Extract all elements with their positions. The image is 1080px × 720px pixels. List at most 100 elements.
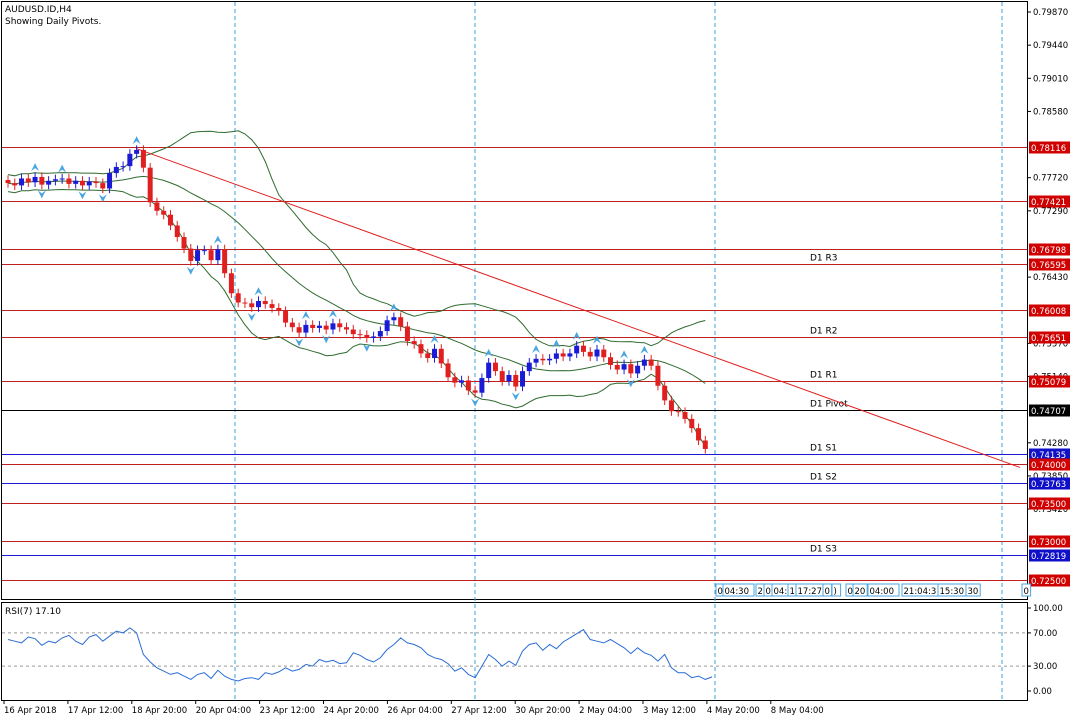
time-scale-strip: 0 04:30 2 0 04: 1 17:27 0) 0 20 04:00 21:04:3 15:30 3… [715,583,1032,597]
candle-body [689,418,695,429]
fractal-down-arrow [295,338,304,347]
candle-body [161,210,167,215]
level-value-text: 0.78116 [1031,144,1066,154]
level-value-text: 0.72500 [1031,577,1066,587]
rsi-tick-label: 70.00 [1033,629,1057,639]
fractal-down-arrow [247,312,256,321]
candle-body [289,322,295,328]
candle-body [614,364,620,370]
time-tick-label: 23 Apr 12:00 [260,706,315,716]
level-value-text: 0.74135 [1031,451,1066,461]
price-tick-label: 0.74280 [1033,439,1068,449]
level-label: D1 S2 [810,473,837,483]
candle-body [242,302,248,304]
candle-body [668,400,674,412]
candle-body [635,365,641,374]
candle-body [675,411,681,413]
candle-body [323,325,329,330]
candle-body [296,327,302,333]
candle-body [398,317,404,327]
candle-body [506,374,512,382]
candle-body [513,374,519,387]
candle-body [682,411,688,419]
candle-body [580,345,586,352]
candle-body [19,178,25,186]
candle-body [492,362,498,372]
candle-body [499,371,505,382]
fractal-up-arrow [430,334,439,343]
time-scale-label: 0 [848,587,853,597]
bollinger-bands [7,130,706,447]
band-upper [7,130,706,348]
trendline [135,147,1021,468]
rsi-tick-label: 100.00 [1033,604,1063,614]
candle-body [235,293,241,303]
candle-body [140,149,146,168]
candle-body [621,364,627,370]
candle-body [303,324,309,333]
time-scale-label: 15:30 [940,587,965,597]
time-tick-label: 2 May 04:00 [579,706,632,716]
rsi-tick-label: 30.00 [1033,662,1057,672]
fractal-down-arrow [37,190,46,199]
candle-body [553,353,559,359]
fractal-up-arrow [532,345,541,354]
price-tick-label: 0.78580 [1033,107,1068,117]
level-value-text: 0.76595 [1031,261,1066,271]
candle-body [316,325,322,328]
candle-body [120,166,126,168]
band-middle [7,175,706,384]
level-value-text: 0.76008 [1031,307,1066,317]
fractal-down-arrow [98,194,107,203]
price-axis: 0.79870 0.79440 0.79010 0.78580 0.77720 0.772… [1027,8,1068,515]
time-scale-box [852,583,868,597]
candle-body [432,348,438,359]
candle-body [384,320,390,332]
candle-body [350,329,356,335]
candlesticks [5,145,708,454]
level-value-box [1029,243,1070,256]
candle-body [418,344,424,354]
time-scale-label: 0 [825,587,830,597]
candle-body [249,303,255,308]
level-value-text: 0.72819 [1031,552,1066,562]
rsi-subwindow-frame [1,602,1028,701]
time-scale-label: 0 [766,587,771,597]
candle-body [465,380,471,391]
candle-body [344,327,349,330]
rsi-title: RSI(7) 17.10 [5,607,61,617]
candle-body [330,323,336,330]
candle-body [12,183,18,186]
trend-line [135,147,1021,468]
time-scale-label: 04:00 [870,587,895,597]
level-value-text: 0.73763 [1031,480,1066,490]
time-scale-box [722,583,755,597]
candle-body [655,365,661,386]
candle-body [479,378,485,393]
candle-body [154,202,160,211]
candle-body [587,351,593,357]
chart-subtitle: Showing Daily Pivots. [5,17,101,27]
candle-body [93,181,99,184]
time-scale-box [1021,583,1032,597]
time-scale-box [831,583,842,597]
time-scale-label: 0 [1024,587,1029,597]
time-scale-label: 1 [790,587,795,597]
candle-body [391,317,397,321]
candle-body [662,385,668,401]
time-tick-label: 20 Apr 04:00 [196,706,251,716]
fractal-up-arrow [620,350,629,359]
price-tick-label: 0.79870 [1033,8,1068,18]
fractal-up-arrow [328,309,337,318]
candle-body [547,358,553,361]
price-tick-label: 0.79010 [1033,74,1068,84]
time-tick-label: 26 Apr 04:00 [387,706,442,716]
candle-body [526,362,532,372]
candle-body [46,180,52,185]
fractal-up-arrow [572,331,581,340]
candle-body [113,166,119,174]
fractal-up-arrow [484,348,493,357]
fractal-up-arrow [58,164,67,173]
rsi-indicator: 100.00 70.00 30.00 0.00 [2,604,1063,697]
candle-body [452,377,458,383]
